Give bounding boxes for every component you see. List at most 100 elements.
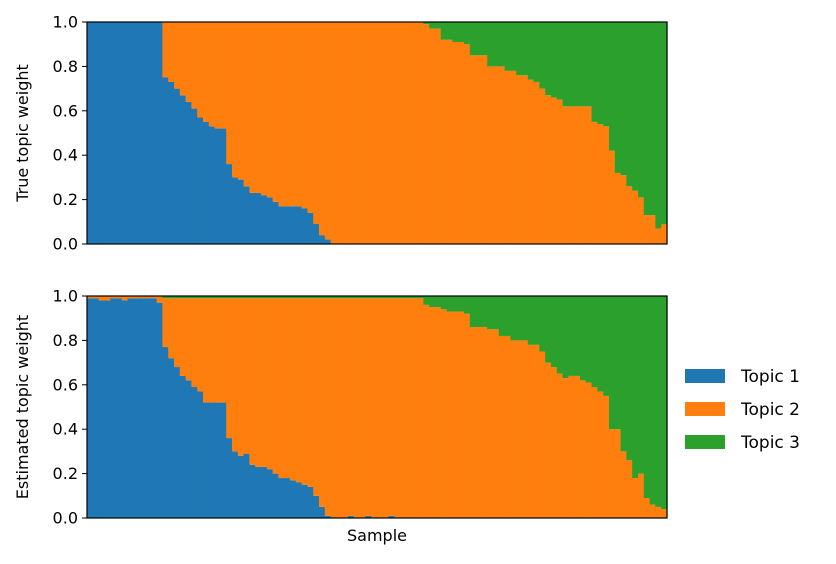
bar-topic-3-sample-32 (266, 296, 274, 299)
bar-topic-2-sample-22 (208, 22, 216, 127)
bar-topic-1-sample-19 (191, 108, 198, 244)
bar-topic-3-sample-96 (638, 296, 645, 474)
y-tick-label: 1.0 (53, 287, 78, 306)
bar-topic-3-sample-82 (556, 296, 564, 374)
bar-topic-1-sample-1 (87, 22, 94, 244)
y-tick-label: 0.6 (53, 101, 78, 120)
bar-topic-2-sample-73 (504, 335, 511, 518)
bar-topic-3-sample-77 (527, 296, 535, 345)
bar-topic-1-sample-38 (301, 208, 308, 244)
bar-topic-1-sample-16 (174, 367, 181, 518)
bar-topic-3-sample-93 (620, 22, 627, 176)
bar-topic-2-sample-66 (464, 44, 471, 245)
bar-topic-2-sample-3 (98, 296, 105, 301)
bar-topic-2-sample-45 (342, 22, 349, 244)
bar-topic-1-sample-28 (243, 186, 250, 244)
bar-topic-2-sample-67 (469, 327, 477, 518)
bar-topic-3-sample-96 (638, 22, 645, 198)
bar-topic-1-sample-10 (139, 298, 146, 518)
bar-topic-1-sample-11 (145, 22, 152, 244)
bar-topic-2-sample-33 (272, 298, 279, 474)
bar-topic-2-sample-55 (400, 298, 407, 518)
bar-topic-2-sample-53 (388, 298, 395, 516)
bar-topic-2-sample-47 (353, 22, 361, 244)
bar-topic-3-sample-41 (319, 296, 326, 299)
bar-topic-3-sample-35 (284, 296, 291, 299)
bar-topic-3-sample-61 (435, 296, 442, 308)
bar-topic-3-sample-60 (429, 296, 436, 308)
bar-topic-3-sample-19 (191, 296, 198, 299)
bar-topic-2-sample-18 (185, 298, 192, 381)
legend-label-topic-1: Topic 1 (740, 367, 800, 387)
bar-topic-2-sample-49 (365, 22, 372, 244)
bar-topic-2-sample-74 (510, 340, 517, 518)
bar-topic-3-sample-84 (568, 22, 575, 107)
bar-topic-2-sample-96 (638, 473, 645, 518)
bar-topic-3-sample-100 (661, 22, 668, 225)
y-tick-label: 0.8 (53, 331, 78, 350)
bar-topic-2-sample-15 (168, 298, 175, 359)
bar-topic-3-sample-22 (208, 296, 216, 299)
bar-topic-3-sample-94 (626, 22, 633, 187)
bar-topic-3-sample-68 (475, 22, 482, 56)
bar-topic-2-sample-99 (655, 228, 662, 244)
bar-topic-3-sample-86 (580, 22, 587, 107)
bar-topic-3-sample-28 (243, 296, 250, 299)
bar-topic-2-sample-87 (585, 106, 593, 244)
bar-topic-3-sample-33 (272, 296, 279, 299)
bar-topic-2-sample-54 (394, 298, 401, 518)
bar-topic-2-sample-48 (359, 22, 366, 244)
bar-topic-3-sample-52 (382, 296, 390, 299)
bar-topic-1-sample-27 (237, 455, 245, 518)
bar-topic-2-sample-79 (539, 351, 546, 518)
bar-topic-3-sample-26 (232, 296, 239, 299)
bar-topic-3-sample-45 (342, 296, 349, 299)
bar-topic-3-sample-79 (539, 296, 546, 352)
bar-topic-2-sample-64 (452, 311, 459, 518)
bar-topic-1-sample-22 (208, 402, 216, 518)
bar-topic-2-sample-25 (226, 298, 233, 439)
bar-topic-1-sample-24 (220, 128, 227, 244)
bar-topic-2-sample-53 (388, 22, 395, 244)
bar-topic-2-sample-78 (533, 344, 540, 518)
bar-topic-3-sample-84 (568, 296, 575, 376)
bar-topic-1-sample-39 (307, 212, 314, 244)
bar-topic-3-sample-65 (458, 22, 465, 42)
bar-topic-1-sample-35 (284, 206, 291, 244)
bar-topic-1-sample-7 (121, 22, 129, 244)
bar-topic-1-sample-12 (150, 298, 158, 518)
bar-topic-3-sample-78 (533, 296, 540, 345)
bar-topic-2-sample-12 (150, 296, 158, 299)
bar-topic-1-sample-40 (313, 224, 320, 244)
bar-topic-2-sample-8 (127, 296, 134, 299)
bar-topic-3-sample-37 (295, 296, 303, 299)
bar-topic-3-sample-49 (365, 296, 372, 299)
bar-topic-2-sample-62 (440, 309, 448, 518)
bar-topic-1-sample-30 (255, 466, 262, 518)
bar-topic-2-sample-31 (261, 22, 268, 196)
bar-topic-3-sample-87 (585, 296, 593, 383)
bar-topic-3-sample-48 (359, 296, 366, 299)
bar-topic-1-sample-29 (249, 192, 256, 244)
bar-topic-2-sample-63 (446, 311, 453, 518)
y-tick-label: 0.2 (53, 464, 78, 483)
bar-topic-1-sample-31 (261, 466, 268, 518)
bar-topic-2-sample-46 (348, 298, 355, 516)
bar-topic-2-sample-43 (330, 298, 337, 518)
bar-topic-2-sample-25 (226, 22, 233, 165)
bar-topic-2-sample-39 (307, 22, 314, 213)
bar-topic-3-sample-64 (452, 22, 459, 42)
bar-topic-2-sample-75 (516, 340, 523, 518)
bar-topic-2-sample-44 (336, 22, 343, 244)
panel-estimated-topic-weight: 0.0 0.2 0.4 0.6 0.8 1.0 Estimated topic weight (13, 287, 668, 528)
bar-topic-3-sample-74 (510, 22, 517, 71)
bar-topic-3-sample-30 (255, 296, 262, 299)
bar-topic-2-sample-65 (458, 311, 465, 518)
bar-topic-2-sample-28 (243, 298, 250, 454)
bar-topic-3-sample-94 (626, 296, 633, 461)
bar-topic-3-sample-88 (591, 22, 598, 122)
bar-topic-1-sample-20 (197, 391, 204, 518)
bar-topic-1-sample-29 (249, 464, 256, 518)
bar-topic-2-sample-19 (191, 22, 198, 109)
bar-topic-1-sample-41 (319, 235, 326, 244)
